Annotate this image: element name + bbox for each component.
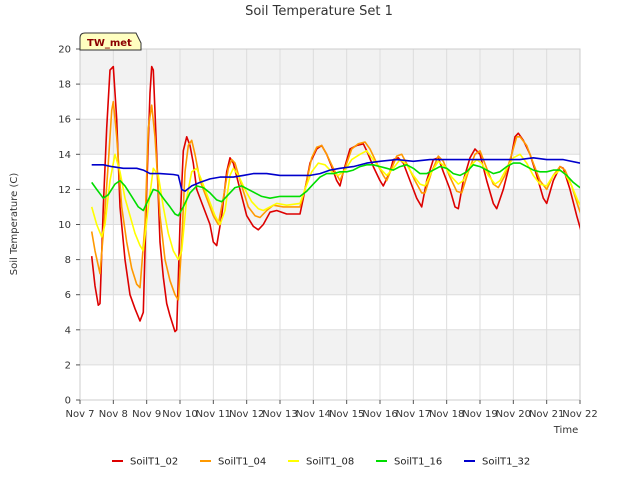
station-badge: TW_met (79, 32, 142, 51)
x-tick-label: Nov 9 (132, 409, 161, 420)
series-line-soilt1-16 (91, 162, 580, 217)
y-tick-label: 14 (58, 150, 71, 161)
x-tick-label: Nov 18 (429, 409, 464, 420)
x-tick-label: Nov 8 (99, 409, 128, 420)
x-tick-label: Nov 15 (329, 409, 364, 420)
y-tick-label: 8 (65, 255, 71, 266)
y-axis-title: Soil Temperature (C) (9, 173, 20, 276)
plot-band (80, 259, 580, 295)
x-tick-label: Nov 14 (296, 409, 331, 420)
x-tick-label: Nov 13 (262, 409, 297, 420)
chart-title: Soil Temperature Set 1 (245, 4, 393, 19)
y-tick-label: 6 (65, 290, 71, 301)
plot-band (80, 84, 580, 120)
plot-band (80, 224, 580, 260)
x-axis-title: Time (553, 425, 578, 436)
plot-band (80, 329, 580, 365)
series-line-soilt1-32 (91, 157, 580, 192)
x-tick-label: Nov 12 (229, 409, 264, 420)
legend-label: SoilT1_02 (130, 457, 178, 468)
x-tick-label: Nov 19 (462, 409, 497, 420)
legend-label: SoilT1_32 (482, 457, 530, 468)
y-tick-label: 10 (58, 220, 71, 231)
y-tick-label: 12 (58, 185, 71, 196)
plot-band (80, 364, 580, 400)
x-tick-label: Nov 16 (362, 409, 397, 420)
x-tick-label: Nov 20 (496, 409, 531, 420)
y-tick-label: 4 (65, 325, 71, 336)
plot-band (80, 294, 580, 330)
x-tick-label: Nov 17 (396, 409, 431, 420)
series-lines (90, 65, 580, 333)
y-tick-label: 18 (58, 80, 71, 91)
x-tick-label: Nov 21 (529, 409, 564, 420)
series-line-soilt1-08 (90, 150, 580, 261)
y-axis: 0 2 4 6 8 10 12 14 16 18 20 (58, 45, 80, 407)
station-badge-label: TW_met (87, 38, 132, 49)
plot-band (80, 119, 580, 155)
plot-band (80, 189, 580, 225)
legend-label: SoilT1_04 (218, 457, 266, 468)
legend-label: SoilT1_16 (394, 457, 442, 468)
x-tick-label: Nov 7 (65, 409, 94, 420)
plot-band (80, 49, 580, 85)
x-tick-label: Nov 10 (162, 409, 197, 420)
y-tick-label: 2 (65, 360, 71, 371)
station-badge-box (79, 32, 142, 51)
x-tick-label: Nov 11 (196, 409, 231, 420)
x-tick-label: Nov 22 (562, 409, 597, 420)
legend: SoilT1_02 SoilT1_04 SoilT1_08 SoilT1_16 Soil… (112, 457, 530, 468)
y-tick-label: 20 (58, 45, 71, 56)
legend-label: SoilT1_08 (306, 457, 354, 468)
y-tick-label: 16 (58, 115, 71, 126)
y-tick-label: 0 (65, 396, 71, 407)
